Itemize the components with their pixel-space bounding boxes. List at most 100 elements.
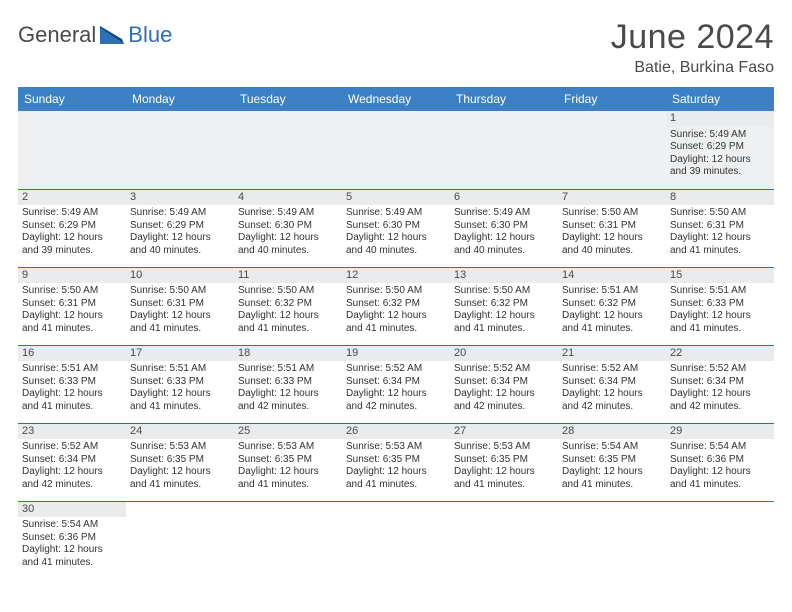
day-cell: 29Sunrise: 5:54 AMSunset: 6:36 PMDayligh… (666, 423, 774, 501)
sunrise-line: Sunrise: 5:53 AM (346, 441, 446, 454)
calendar-table: SundayMondayTuesdayWednesdayThursdayFrid… (18, 87, 774, 579)
daylight-line: Daylight: 12 hours and 41 minutes. (670, 466, 770, 491)
daylight-line: Daylight: 12 hours and 42 minutes. (346, 388, 446, 413)
sunrise-line: Sunrise: 5:53 AM (454, 441, 554, 454)
daylight-line: Daylight: 12 hours and 41 minutes. (562, 310, 662, 335)
daylight-line: Daylight: 12 hours and 39 minutes. (22, 232, 122, 257)
sunrise-line: Sunrise: 5:50 AM (238, 285, 338, 298)
daylight-line: Daylight: 12 hours and 41 minutes. (454, 466, 554, 491)
day-number: 3 (126, 190, 234, 206)
sunset-line: Sunset: 6:30 PM (346, 220, 446, 233)
day-number: 6 (450, 190, 558, 206)
sunrise-line: Sunrise: 5:54 AM (670, 441, 770, 454)
sunrise-line: Sunrise: 5:51 AM (670, 285, 770, 298)
logo: General Blue (18, 18, 172, 48)
empty-cell (126, 111, 234, 189)
day-cell: 16Sunrise: 5:51 AMSunset: 6:33 PMDayligh… (18, 345, 126, 423)
day-number: 5 (342, 190, 450, 206)
day-cell: 8Sunrise: 5:50 AMSunset: 6:31 PMDaylight… (666, 189, 774, 267)
day-cell: 11Sunrise: 5:50 AMSunset: 6:32 PMDayligh… (234, 267, 342, 345)
day-number: 20 (450, 346, 558, 362)
day-number: 28 (558, 424, 666, 440)
sunrise-line: Sunrise: 5:52 AM (454, 363, 554, 376)
day-number: 15 (666, 268, 774, 284)
sunset-line: Sunset: 6:29 PM (130, 220, 230, 233)
daylight-line: Daylight: 12 hours and 42 minutes. (562, 388, 662, 413)
empty-cell (342, 501, 450, 579)
daylight-line: Daylight: 12 hours and 41 minutes. (22, 544, 122, 569)
daylight-line: Daylight: 12 hours and 41 minutes. (670, 310, 770, 335)
header: General Blue June 2024 Batie, Burkina Fa… (18, 18, 774, 77)
week-row: 30Sunrise: 5:54 AMSunset: 6:36 PMDayligh… (18, 501, 774, 579)
day-number: 19 (342, 346, 450, 362)
title-block: June 2024 Batie, Burkina Faso (611, 18, 774, 77)
daylight-line: Daylight: 12 hours and 41 minutes. (454, 310, 554, 335)
day-cell: 7Sunrise: 5:50 AMSunset: 6:31 PMDaylight… (558, 189, 666, 267)
day-cell: 12Sunrise: 5:50 AMSunset: 6:32 PMDayligh… (342, 267, 450, 345)
daylight-line: Daylight: 12 hours and 41 minutes. (130, 388, 230, 413)
sunrise-line: Sunrise: 5:52 AM (346, 363, 446, 376)
day-number: 1 (666, 111, 774, 127)
sunset-line: Sunset: 6:34 PM (670, 376, 770, 389)
week-row: 23Sunrise: 5:52 AMSunset: 6:34 PMDayligh… (18, 423, 774, 501)
daylight-line: Daylight: 12 hours and 42 minutes. (238, 388, 338, 413)
day-cell: 22Sunrise: 5:52 AMSunset: 6:34 PMDayligh… (666, 345, 774, 423)
sunrise-line: Sunrise: 5:50 AM (562, 207, 662, 220)
day-cell: 9Sunrise: 5:50 AMSunset: 6:31 PMDaylight… (18, 267, 126, 345)
sunrise-line: Sunrise: 5:49 AM (454, 207, 554, 220)
daylight-line: Daylight: 12 hours and 40 minutes. (346, 232, 446, 257)
day-cell: 6Sunrise: 5:49 AMSunset: 6:30 PMDaylight… (450, 189, 558, 267)
day-cell: 30Sunrise: 5:54 AMSunset: 6:36 PMDayligh… (18, 501, 126, 579)
daylight-line: Daylight: 12 hours and 41 minutes. (22, 388, 122, 413)
empty-cell (342, 111, 450, 189)
sunrise-line: Sunrise: 5:52 AM (562, 363, 662, 376)
day-number: 4 (234, 190, 342, 206)
day-number: 25 (234, 424, 342, 440)
empty-cell (234, 111, 342, 189)
day-number: 23 (18, 424, 126, 440)
weekday-header-row: SundayMondayTuesdayWednesdayThursdayFrid… (18, 87, 774, 111)
daylight-line: Daylight: 12 hours and 42 minutes. (454, 388, 554, 413)
sunset-line: Sunset: 6:32 PM (238, 298, 338, 311)
weekday-header: Friday (558, 87, 666, 111)
sunrise-line: Sunrise: 5:54 AM (562, 441, 662, 454)
sunrise-line: Sunrise: 5:52 AM (22, 441, 122, 454)
sunrise-line: Sunrise: 5:54 AM (22, 519, 122, 532)
sunrise-line: Sunrise: 5:49 AM (670, 129, 770, 142)
sunset-line: Sunset: 6:33 PM (238, 376, 338, 389)
weekday-header: Monday (126, 87, 234, 111)
weekday-header: Wednesday (342, 87, 450, 111)
day-number: 17 (126, 346, 234, 362)
sunrise-line: Sunrise: 5:52 AM (670, 363, 770, 376)
sunset-line: Sunset: 6:32 PM (454, 298, 554, 311)
sunset-line: Sunset: 6:31 PM (562, 220, 662, 233)
day-number: 14 (558, 268, 666, 284)
daylight-line: Daylight: 12 hours and 41 minutes. (238, 310, 338, 335)
empty-cell (234, 501, 342, 579)
flag-icon (100, 26, 126, 44)
daylight-line: Daylight: 12 hours and 41 minutes. (562, 466, 662, 491)
sunrise-line: Sunrise: 5:49 AM (238, 207, 338, 220)
empty-cell (450, 501, 558, 579)
sunset-line: Sunset: 6:36 PM (22, 532, 122, 545)
day-number: 16 (18, 346, 126, 362)
logo-text-blue: Blue (128, 22, 172, 48)
sunrise-line: Sunrise: 5:51 AM (562, 285, 662, 298)
daylight-line: Daylight: 12 hours and 40 minutes. (454, 232, 554, 257)
day-number: 2 (18, 190, 126, 206)
sunset-line: Sunset: 6:35 PM (346, 454, 446, 467)
day-number: 11 (234, 268, 342, 284)
sunrise-line: Sunrise: 5:51 AM (22, 363, 122, 376)
weekday-header: Thursday (450, 87, 558, 111)
sunrise-line: Sunrise: 5:49 AM (130, 207, 230, 220)
daylight-line: Daylight: 12 hours and 42 minutes. (22, 466, 122, 491)
sunset-line: Sunset: 6:33 PM (130, 376, 230, 389)
daylight-line: Daylight: 12 hours and 42 minutes. (670, 388, 770, 413)
sunset-line: Sunset: 6:35 PM (238, 454, 338, 467)
sunrise-line: Sunrise: 5:49 AM (22, 207, 122, 220)
day-number: 8 (666, 190, 774, 206)
sunset-line: Sunset: 6:30 PM (454, 220, 554, 233)
sunrise-line: Sunrise: 5:53 AM (238, 441, 338, 454)
day-cell: 19Sunrise: 5:52 AMSunset: 6:34 PMDayligh… (342, 345, 450, 423)
day-cell: 23Sunrise: 5:52 AMSunset: 6:34 PMDayligh… (18, 423, 126, 501)
